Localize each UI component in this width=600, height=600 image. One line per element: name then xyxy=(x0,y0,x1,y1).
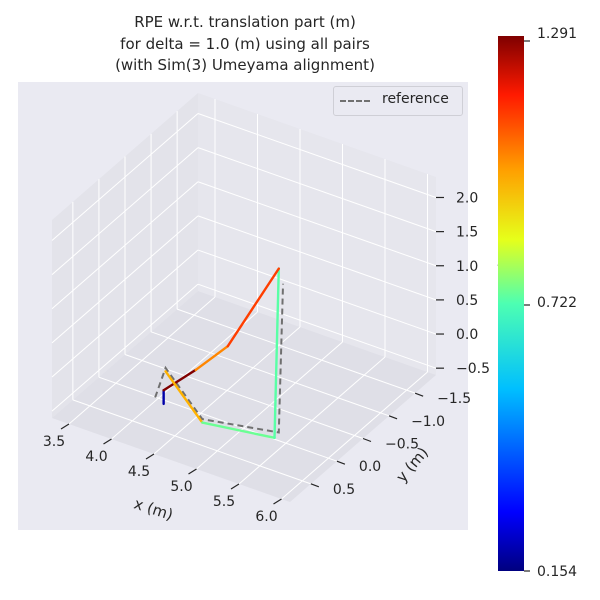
z-tick-label: −0.5 xyxy=(456,361,490,377)
gridline-z-left xyxy=(51,147,199,275)
y-tick-label: 0.0 xyxy=(359,459,381,475)
gridline-y-floor xyxy=(98,376,338,462)
gridline-z-back xyxy=(197,181,437,267)
reference-line xyxy=(154,283,285,434)
colorbar-min-label: 0.154 xyxy=(537,564,578,580)
trajectory-segment xyxy=(194,344,229,372)
x-tick-mark xyxy=(188,468,197,475)
x-tick-mark xyxy=(273,498,282,505)
x-tick-label: 4.5 xyxy=(128,464,150,480)
y-tick-mark xyxy=(310,483,320,488)
gridline-z-back xyxy=(197,249,437,335)
x-tick-label: 3.5 xyxy=(43,434,65,450)
z-tick-label: 1.5 xyxy=(456,225,478,241)
x-tick-label: 4.0 xyxy=(85,449,107,465)
legend: reference xyxy=(333,86,463,116)
y-tick-mark xyxy=(414,392,424,397)
chart-title-line-2: for delta = 1.0 (m) using all pairs xyxy=(120,35,370,53)
y-tick-label: 0.5 xyxy=(333,482,355,498)
gridline-z-left xyxy=(51,283,199,412)
x-tick-mark xyxy=(230,483,240,490)
gridline-y-floor xyxy=(150,331,390,417)
y-tick-label: −1.0 xyxy=(411,414,445,430)
z-tick-label: 1.0 xyxy=(456,259,478,275)
y-tick-mark xyxy=(336,460,346,465)
x-tick-mark xyxy=(103,438,112,445)
colorbar-max-label: 1.291 xyxy=(537,26,578,42)
x-tick-mark xyxy=(60,423,70,430)
y-tick-mark xyxy=(388,415,398,420)
x-tick-mark xyxy=(145,453,155,460)
gridline-y-floor xyxy=(72,399,312,485)
trajectory-segment xyxy=(201,421,276,440)
y-tick-label: −1.5 xyxy=(437,391,471,407)
trajectory-segment xyxy=(226,267,280,348)
z-tick-label: 2.0 xyxy=(456,190,478,206)
gridline-z-back xyxy=(197,215,437,301)
legend-dashed-line-icon xyxy=(340,100,370,102)
gridline-z-back xyxy=(197,283,437,369)
gridline-z-left xyxy=(51,215,199,344)
x-tick-label: 5.0 xyxy=(170,479,192,495)
axis-ticks: 3.54.04.55.05.56.0−1.5−1.0−0.50.00.5−0.5… xyxy=(43,190,490,525)
grid xyxy=(51,99,437,500)
x-tick-label: 5.5 xyxy=(213,494,235,510)
y-tick-label: −0.5 xyxy=(385,437,419,453)
y-tick-mark xyxy=(362,437,372,443)
trajectory-segment xyxy=(273,267,280,440)
chart-title-line-3: (with Sim(3) Umeyama alignment) xyxy=(115,56,375,74)
z-tick-label: 0.0 xyxy=(456,327,478,343)
legend-label-reference: reference xyxy=(382,91,449,107)
colorbar xyxy=(498,36,524,571)
chart-title-line-1: RPE w.r.t. translation part (m) xyxy=(134,13,356,31)
gridline-z-left xyxy=(51,113,199,241)
gridline-z-left xyxy=(51,181,199,310)
trajectory-segment xyxy=(162,368,197,392)
reference-series xyxy=(154,283,285,434)
gridline-z-left xyxy=(51,249,199,378)
colorbar-ticks xyxy=(524,40,530,572)
gridline-z-back xyxy=(197,113,437,198)
trajectory-series xyxy=(162,267,280,440)
gridline-y-floor xyxy=(176,308,416,394)
trajectory-segment xyxy=(164,370,204,424)
z-tick-label: 0.5 xyxy=(456,293,478,309)
gridline-z-back xyxy=(197,147,437,233)
colorbar-mid-label: 0.722 xyxy=(537,295,578,311)
x-tick-label: 6.0 xyxy=(255,509,277,525)
